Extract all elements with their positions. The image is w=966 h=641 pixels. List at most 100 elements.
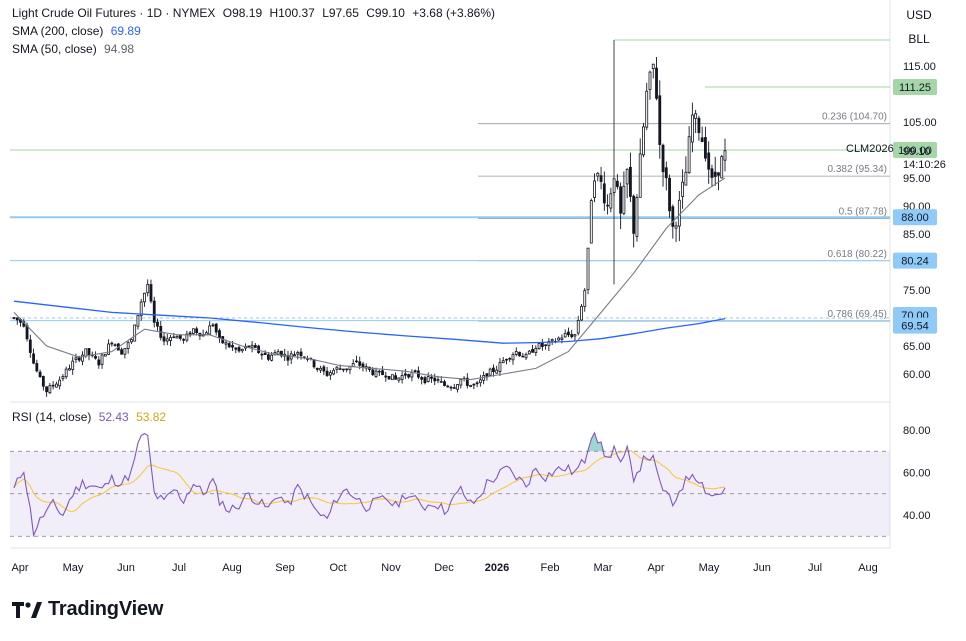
candle <box>139 298 143 321</box>
candle <box>191 328 195 335</box>
candle <box>32 348 35 365</box>
candle <box>120 347 124 355</box>
candle <box>51 381 55 390</box>
candle <box>456 383 459 393</box>
candle <box>488 367 492 376</box>
candle <box>426 372 430 383</box>
candle <box>374 367 378 378</box>
price-tick-label: 65.00 <box>903 341 931 353</box>
candle <box>472 383 476 390</box>
candle <box>97 356 101 369</box>
contract-symbol-label: CLM2026 <box>846 143 894 155</box>
candle <box>143 292 146 307</box>
candle <box>413 369 417 373</box>
candle <box>345 368 349 373</box>
candle <box>655 56 658 101</box>
candle <box>208 321 212 335</box>
fib-level-label: 0.236 (104.70) <box>822 112 887 123</box>
sma50-legend[interactable]: SMA (50, close) 94.98 <box>12 42 138 56</box>
candle <box>459 379 463 389</box>
time-tick-label: Jul <box>808 562 822 574</box>
candle <box>214 322 218 336</box>
candle <box>586 247 590 295</box>
candle <box>704 126 707 162</box>
candle <box>642 122 645 158</box>
sma200-legend[interactable]: SMA (200, close) 69.89 <box>12 24 145 38</box>
candle <box>498 358 502 377</box>
candle <box>381 366 384 376</box>
moving-averages <box>13 177 726 381</box>
candle <box>211 323 215 328</box>
candle <box>224 339 228 350</box>
price-badge <box>893 209 937 226</box>
rsi-tick-label: 60.00 <box>903 468 931 480</box>
candle <box>710 164 714 188</box>
candle <box>325 366 329 377</box>
candle <box>133 324 137 342</box>
tradingview-logo-icon <box>12 601 42 618</box>
candle <box>557 336 561 341</box>
candle <box>664 161 668 191</box>
candle <box>478 374 482 387</box>
candle <box>681 169 685 209</box>
candle <box>68 364 71 371</box>
rsi-overbought-fill <box>581 432 608 452</box>
candle <box>182 338 186 344</box>
candle <box>394 372 398 380</box>
candle <box>433 373 437 386</box>
time-tick-label: Nov <box>381 562 401 574</box>
time-tick-label: 2026 <box>485 562 509 574</box>
candle <box>514 347 518 357</box>
candle <box>527 349 531 355</box>
candle <box>400 371 404 384</box>
candle <box>387 376 391 380</box>
candle <box>717 172 720 191</box>
time-tick-label: Jun <box>753 562 771 574</box>
sma200-line <box>13 300 726 344</box>
unit-button[interactable]: BLL <box>896 28 942 50</box>
candle <box>407 373 411 379</box>
fib-level-label: 0.618 (80.22) <box>828 249 888 260</box>
candle <box>697 115 701 141</box>
candle <box>74 353 78 364</box>
candle <box>622 171 626 216</box>
last-price-label: 99.10 <box>903 146 931 158</box>
rsi-series <box>13 431 726 538</box>
price-badge <box>893 252 937 269</box>
candle <box>589 198 593 244</box>
candle <box>544 344 548 350</box>
price-badge-label: 100.00 <box>898 145 932 157</box>
currency-button[interactable]: USD <box>896 4 942 26</box>
candle <box>234 347 238 354</box>
candle <box>723 138 727 172</box>
candle <box>332 367 336 376</box>
price-tick-label: 60.00 <box>903 369 931 381</box>
candle <box>629 152 632 203</box>
candle <box>146 279 150 297</box>
candle <box>576 315 580 336</box>
candle <box>113 343 117 347</box>
candle <box>237 345 241 353</box>
candle <box>38 369 42 378</box>
candle <box>465 373 469 389</box>
candle <box>81 351 84 366</box>
candle <box>227 341 231 348</box>
candle <box>103 353 107 357</box>
candle <box>625 168 629 199</box>
sma200-label: SMA (200, close) <box>12 24 104 38</box>
candle <box>694 109 698 134</box>
candle <box>253 343 257 348</box>
tradingview-logo[interactable]: TradingView <box>12 598 163 621</box>
candle <box>126 340 130 354</box>
candle <box>609 187 613 213</box>
candle <box>690 102 694 153</box>
time-tick-label: Aug <box>858 562 878 574</box>
candle <box>162 332 166 346</box>
candle <box>319 365 322 374</box>
candle <box>64 366 68 380</box>
rsi-legend[interactable]: RSI (14, close) 52.43 53.82 <box>12 410 170 424</box>
candle <box>397 377 401 383</box>
time-tick-label: Sep <box>275 562 295 574</box>
